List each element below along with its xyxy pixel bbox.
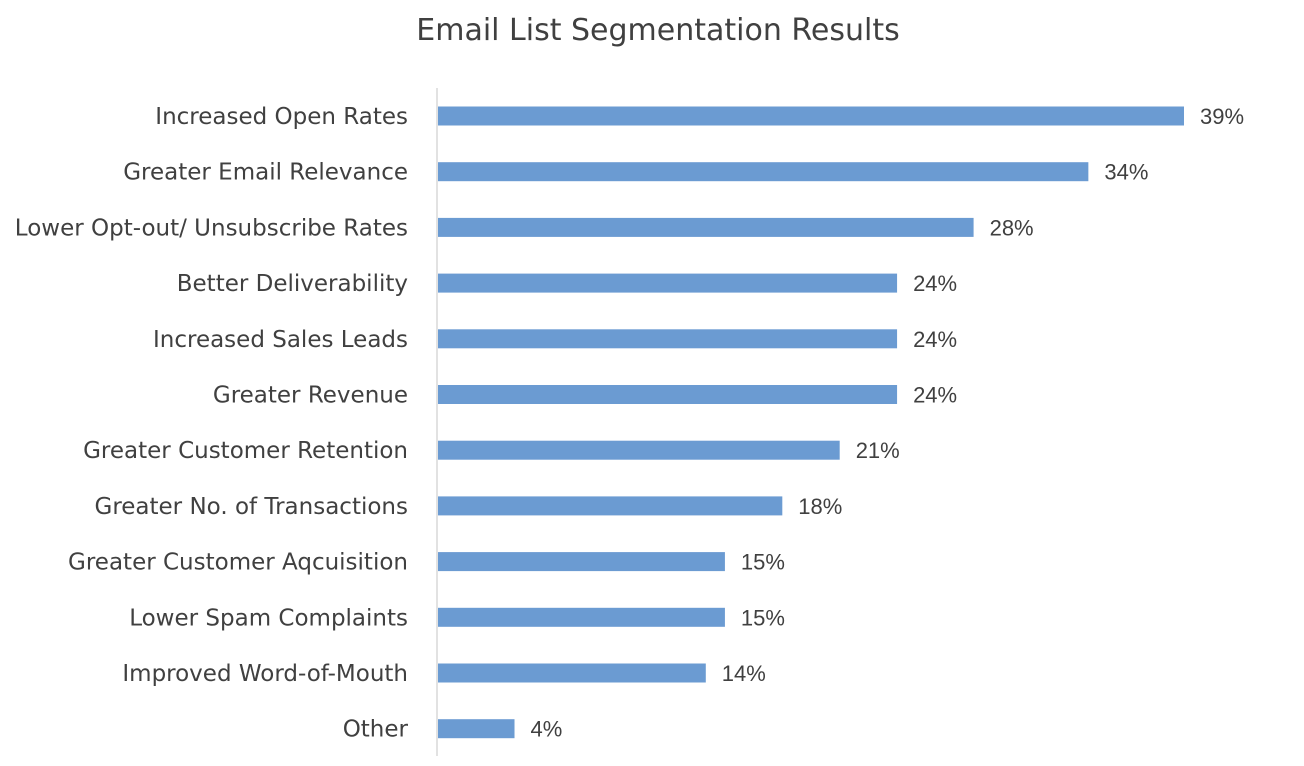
category-label: Greater Customer Aqcuisition xyxy=(68,550,408,576)
bars xyxy=(438,106,1184,739)
value-label: 4% xyxy=(531,717,563,742)
chart-title: Email List Segmentation Results xyxy=(416,13,899,48)
bar xyxy=(438,719,515,739)
value-label: 24% xyxy=(913,271,957,296)
value-label: 18% xyxy=(798,494,842,519)
bar xyxy=(438,607,725,627)
bar xyxy=(438,162,1089,182)
bar xyxy=(438,329,898,349)
value-label: 39% xyxy=(1200,104,1244,129)
category-label: Greater Customer Retention xyxy=(83,438,408,464)
value-label: 24% xyxy=(913,383,957,408)
value-label: 14% xyxy=(722,661,766,686)
category-label: Increased Open Rates xyxy=(155,104,408,130)
value-label: 24% xyxy=(913,327,957,352)
category-label: Greater Revenue xyxy=(213,383,408,409)
category-label: Better Deliverability xyxy=(177,271,408,297)
bar xyxy=(438,106,1184,126)
bar xyxy=(438,496,783,516)
value-label: 34% xyxy=(1104,160,1148,185)
category-label: Improved Word-of-Mouth xyxy=(122,661,408,687)
value-label: 15% xyxy=(741,550,785,575)
bar xyxy=(438,440,840,460)
bar xyxy=(438,217,974,237)
category-label: Greater Email Relevance xyxy=(123,160,408,186)
category-label: Lower Spam Complaints xyxy=(129,605,408,631)
value-label: 15% xyxy=(741,605,785,630)
value-labels: 39% 34% 28% 24% 24% 24% 21% 18% 15% 15% 14% 4% xyxy=(531,104,1245,742)
value-label: 21% xyxy=(856,438,900,463)
category-label: Lower Opt-out/ Unsubscribe Rates xyxy=(15,215,408,241)
bar xyxy=(438,273,898,293)
bar xyxy=(438,663,706,683)
bar xyxy=(438,552,725,572)
value-label: 28% xyxy=(990,215,1034,240)
category-label: Greater No. of Transactions xyxy=(95,494,409,520)
category-label: Increased Sales Leads xyxy=(153,327,408,353)
category-label: Other xyxy=(343,717,409,743)
bar xyxy=(438,385,898,404)
category-labels: Increased Open Rates Greater Email Releva… xyxy=(15,104,409,743)
